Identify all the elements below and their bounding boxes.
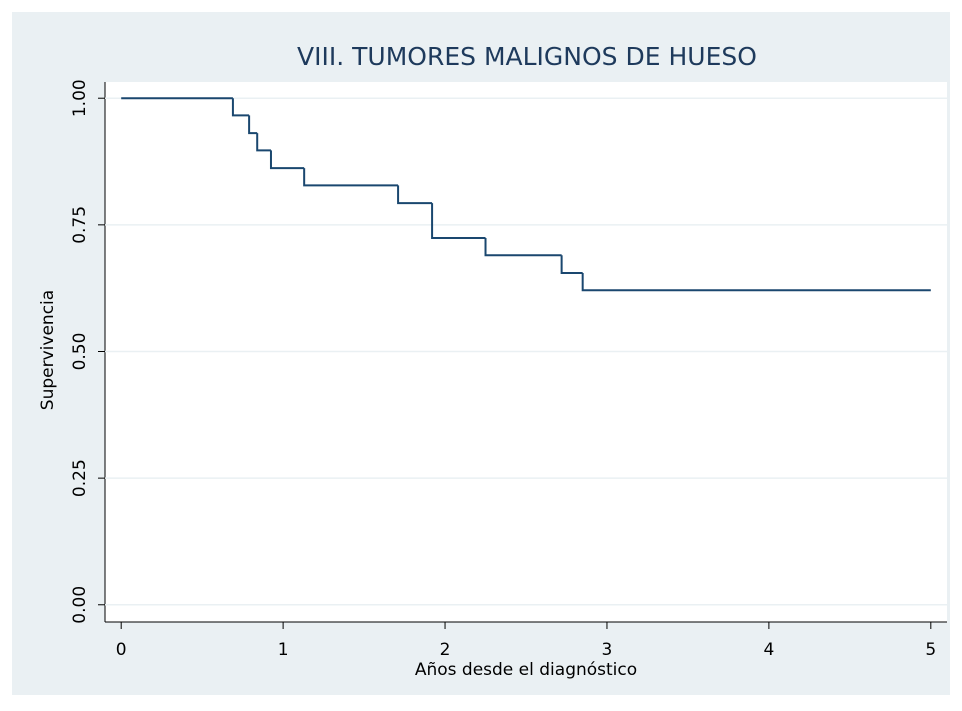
x-tick-label: 1 [278, 640, 289, 660]
x-tick-label: 3 [602, 640, 613, 660]
x-tick-label: 2 [440, 640, 451, 660]
y-tick-label: 0.25 [70, 459, 90, 497]
survival-step [248, 115, 258, 135]
y-tick-label: 1.00 [70, 79, 90, 117]
survival-step [231, 98, 250, 117]
chart-title: VIII. TUMORES MALIGNOS DE HUESO [297, 42, 757, 71]
y-tick-label: 0.00 [70, 586, 90, 624]
survival-step [303, 168, 399, 187]
survival-step [256, 133, 271, 152]
y-axis-label: Supervivencia [38, 290, 58, 410]
survival-step [560, 255, 583, 274]
survival-step [397, 185, 433, 205]
survival-step [581, 272, 931, 292]
survival-step [431, 203, 486, 240]
x-tick-label: 4 [763, 640, 774, 660]
y-tick-label: 0.50 [70, 333, 90, 371]
x-tick-label: 5 [925, 640, 936, 660]
x-tick-label: 0 [116, 640, 127, 660]
survival-step [269, 150, 305, 170]
x-axis-label: Años desde el diagnóstico [415, 660, 637, 680]
survival-step [484, 238, 562, 257]
y-tick-label: 0.75 [70, 206, 90, 244]
